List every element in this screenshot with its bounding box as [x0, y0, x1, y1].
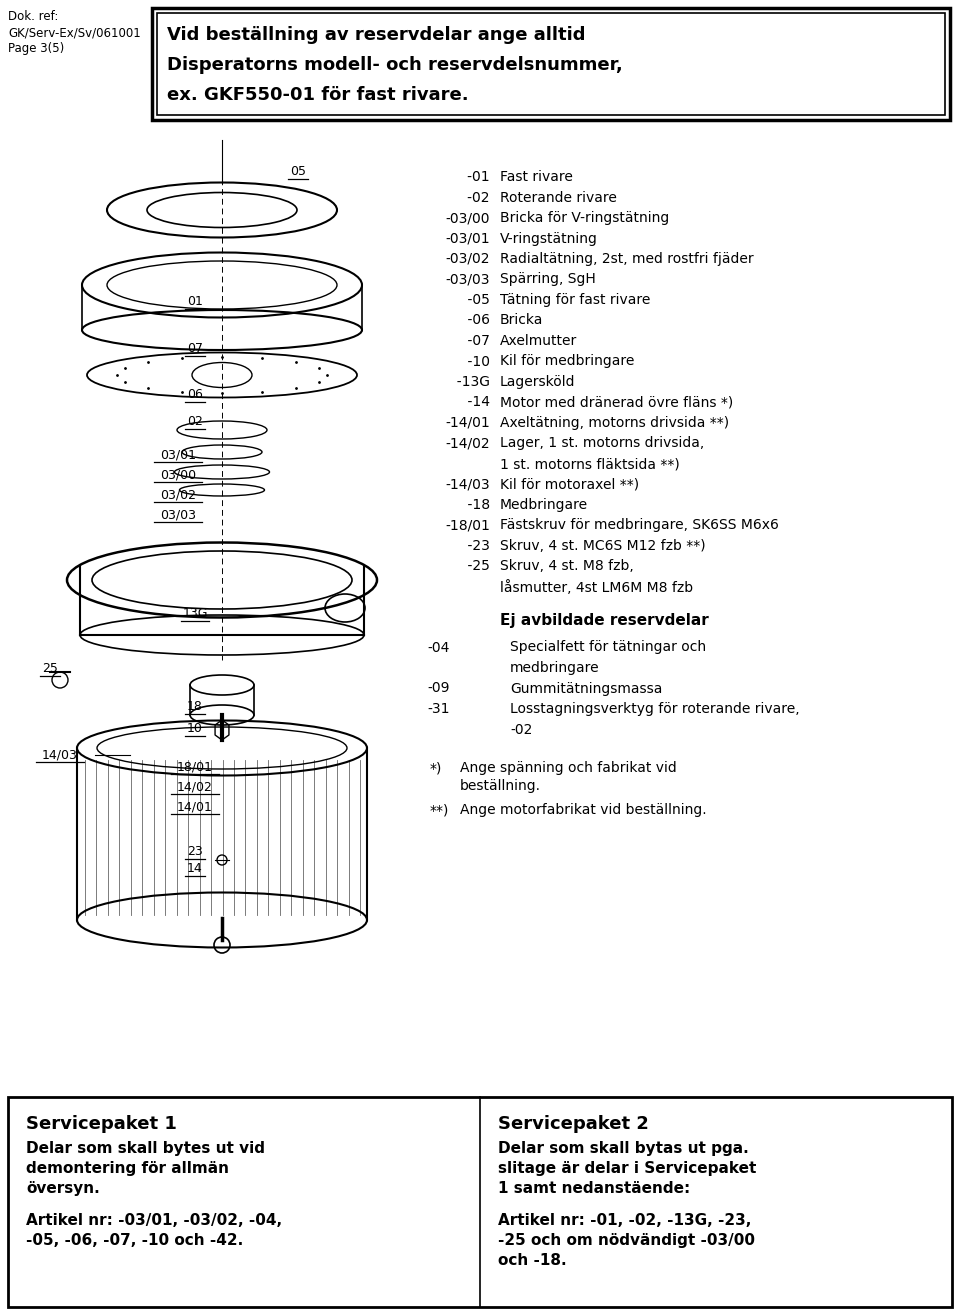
Text: Lagersköld: Lagersköld	[500, 374, 575, 389]
Text: Servicepaket 1: Servicepaket 1	[26, 1116, 177, 1133]
Text: Ej avbildade reservdelar: Ej avbildade reservdelar	[500, 612, 708, 628]
Text: -18/01: -18/01	[445, 519, 490, 532]
Text: 03/00: 03/00	[160, 468, 196, 481]
Text: -03/00: -03/00	[445, 212, 490, 225]
Text: Bricka för V-ringstätning: Bricka för V-ringstätning	[500, 212, 669, 225]
Text: -14/03: -14/03	[445, 477, 490, 491]
Text: 18: 18	[187, 700, 203, 714]
Text: -14/01: -14/01	[445, 417, 490, 430]
Text: demontering för allmän: demontering för allmän	[26, 1162, 229, 1176]
Text: 14: 14	[187, 862, 203, 875]
Text: GK/Serv-Ex/Sv/061001: GK/Serv-Ex/Sv/061001	[8, 26, 141, 39]
Text: -04: -04	[427, 640, 450, 654]
Text: Ange motorfabrikat vid beställning.: Ange motorfabrikat vid beställning.	[460, 803, 707, 817]
Text: Radialtätning, 2st, med rostfri fjäder: Radialtätning, 2st, med rostfri fjäder	[500, 252, 754, 265]
Text: översyn.: översyn.	[26, 1181, 100, 1196]
Text: Skruv, 4 st. MC6S M12 fzb **): Skruv, 4 st. MC6S M12 fzb **)	[500, 539, 706, 553]
Text: 25: 25	[42, 662, 58, 675]
Text: Servicepaket 2: Servicepaket 2	[498, 1116, 649, 1133]
Text: Disperatorns modell- och reservdelsnummer,: Disperatorns modell- och reservdelsnumme…	[167, 57, 623, 74]
Text: -03/03: -03/03	[445, 272, 490, 286]
Text: -25: -25	[450, 560, 490, 573]
Text: -02: -02	[510, 723, 533, 737]
Text: Ange spänning och fabrikat vid: Ange spänning och fabrikat vid	[460, 761, 677, 775]
Text: Tätning för fast rivare: Tätning för fast rivare	[500, 293, 650, 307]
Text: -23: -23	[450, 539, 490, 553]
Text: -10: -10	[450, 355, 490, 368]
Text: Delar som skall bytes ut vid: Delar som skall bytes ut vid	[26, 1141, 265, 1156]
Text: Artikel nr: -01, -02, -13G, -23,: Artikel nr: -01, -02, -13G, -23,	[498, 1213, 752, 1229]
Text: Fast rivare: Fast rivare	[500, 170, 573, 184]
Text: Medbringare: Medbringare	[500, 498, 588, 512]
Text: Artikel nr: -03/01, -03/02, -04,: Artikel nr: -03/01, -03/02, -04,	[26, 1213, 282, 1229]
Text: 02: 02	[187, 415, 203, 428]
Text: 18/01: 18/01	[177, 759, 213, 773]
Text: 10: 10	[187, 721, 203, 735]
Text: 23: 23	[187, 845, 203, 858]
Text: -02: -02	[454, 191, 490, 205]
Text: Roterande rivare: Roterande rivare	[500, 191, 617, 205]
Text: 1 samt nedanstäende:: 1 samt nedanstäende:	[498, 1181, 690, 1196]
Text: Vid beställning av reservdelar ange alltid: Vid beställning av reservdelar ange allt…	[167, 26, 586, 43]
Text: slitage är delar i Servicepaket: slitage är delar i Servicepaket	[498, 1162, 756, 1176]
Text: -07: -07	[450, 334, 490, 348]
Bar	[157, 13, 945, 116]
Text: Delar som skall bytas ut pga.: Delar som skall bytas ut pga.	[498, 1141, 749, 1156]
Text: 06: 06	[187, 388, 203, 401]
Text: Bricka: Bricka	[500, 314, 543, 327]
Text: Page 3(5): Page 3(5)	[8, 42, 64, 55]
Text: medbringare: medbringare	[510, 661, 600, 675]
Text: -09: -09	[427, 682, 450, 695]
Text: beställning.: beställning.	[460, 779, 541, 794]
Text: 01: 01	[187, 296, 203, 307]
Text: **): **)	[430, 803, 449, 817]
Text: 1 st. motorns fläktsida **): 1 st. motorns fläktsida **)	[500, 457, 680, 470]
Text: och -18.: och -18.	[498, 1254, 566, 1268]
Text: -31: -31	[427, 702, 450, 716]
Text: V-ringstätning: V-ringstätning	[500, 231, 598, 246]
Text: 14/02: 14/02	[177, 781, 213, 794]
Text: Motor med dränerad övre fläns *): Motor med dränerad övre fläns *)	[500, 396, 733, 410]
Text: Losstagningsverktyg för roterande rivare,: Losstagningsverktyg för roterande rivare…	[510, 702, 800, 716]
Text: låsmutter, 4st LM6M M8 fzb: låsmutter, 4st LM6M M8 fzb	[500, 579, 693, 595]
Text: Spärring, SgH: Spärring, SgH	[500, 272, 596, 286]
Text: -25 och om nödvändigt -03/00: -25 och om nödvändigt -03/00	[498, 1233, 755, 1248]
Text: Fästskruv för medbringare, SK6SS M6x6: Fästskruv för medbringare, SK6SS M6x6	[500, 519, 779, 532]
Text: -13G: -13G	[448, 374, 490, 389]
Text: Kil för motoraxel **): Kil för motoraxel **)	[500, 477, 639, 491]
Text: ex. GKF550-01 för fast rivare.: ex. GKF550-01 för fast rivare.	[167, 85, 468, 104]
Text: -05, -06, -07, -10 och -42.: -05, -06, -07, -10 och -42.	[26, 1233, 243, 1248]
Text: 13G: 13G	[182, 607, 207, 620]
Text: -03/01: -03/01	[445, 231, 490, 246]
Text: 14/03: 14/03	[42, 748, 78, 761]
Bar	[8, 1097, 952, 1307]
Text: Lager, 1 st. motorns drivsida,: Lager, 1 st. motorns drivsida,	[500, 436, 705, 451]
Text: 14/01: 14/01	[177, 800, 213, 813]
Text: Skruv, 4 st. M8 fzb,: Skruv, 4 st. M8 fzb,	[500, 560, 634, 573]
Text: -01: -01	[454, 170, 490, 184]
Text: *): *)	[430, 761, 443, 775]
Text: -14: -14	[450, 396, 490, 410]
Text: -14/02: -14/02	[445, 436, 490, 451]
Text: -05: -05	[450, 293, 490, 307]
Bar	[152, 8, 950, 120]
Text: -03/02: -03/02	[445, 252, 490, 265]
Text: Specialfett för tätningar och: Specialfett för tätningar och	[510, 640, 707, 654]
Text: 05: 05	[290, 166, 306, 177]
Text: 03/02: 03/02	[160, 487, 196, 501]
Text: Gummitätningsmassa: Gummitätningsmassa	[510, 682, 662, 695]
Text: -18: -18	[450, 498, 490, 512]
Text: 03/01: 03/01	[160, 448, 196, 461]
Text: Axelmutter: Axelmutter	[500, 334, 577, 348]
Text: Axeltätning, motorns drivsida **): Axeltätning, motorns drivsida **)	[500, 417, 730, 430]
Text: 07: 07	[187, 342, 203, 355]
Text: Dok. ref:: Dok. ref:	[8, 11, 59, 24]
Text: 03/03: 03/03	[160, 509, 196, 520]
Text: -06: -06	[450, 314, 490, 327]
Text: Kil för medbringare: Kil för medbringare	[500, 355, 635, 368]
